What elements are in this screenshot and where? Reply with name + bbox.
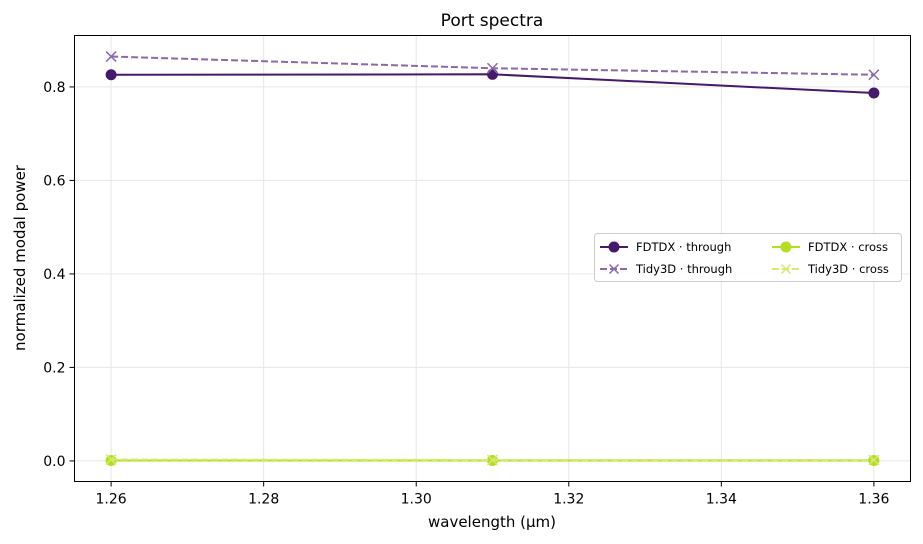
data-point	[486, 62, 499, 74]
series-4	[105, 453, 880, 466]
legend-item: FDTDX · through	[600, 240, 731, 254]
series-1	[105, 68, 880, 99]
chart-title: Port spectra	[441, 11, 544, 31]
legend-label: FDTDX · through	[636, 240, 731, 254]
data-point	[868, 454, 880, 466]
legend-label: Tidy3D · cross	[807, 262, 889, 276]
data-point-stroke	[486, 454, 499, 466]
data-point	[868, 69, 880, 81]
data-point	[105, 69, 117, 81]
legend-box	[594, 233, 902, 282]
legend-marker	[780, 241, 792, 253]
legend-marker-stroke	[780, 263, 792, 275]
plot-frame	[74, 35, 911, 482]
x-axis: 1.26 1.28 1.30 1.32 1.34 1.36	[96, 481, 890, 508]
y-tick-label: 0.0	[43, 454, 65, 470]
series-2	[105, 51, 880, 81]
data-point-stroke	[105, 453, 117, 466]
x-tick-label: 1.32	[553, 492, 584, 508]
legend-marker	[608, 263, 620, 275]
legend: FDTDX · through Tidy3D · through FDTDX · c…	[594, 233, 902, 282]
y-tick-label: 0.4	[43, 267, 65, 283]
x-tick-label: 1.30	[401, 492, 432, 508]
legend-item: Tidy3D · cross	[772, 262, 889, 276]
data-point	[486, 454, 499, 466]
series-layer	[105, 51, 880, 466]
x-tick-label: 1.28	[248, 492, 279, 508]
data-point	[105, 51, 117, 63]
legend-item: FDTDX · cross	[772, 240, 888, 254]
data-point	[868, 87, 880, 99]
data-point-stroke	[868, 454, 880, 466]
y-tick-label: 0.2	[43, 360, 65, 376]
x-tick-label: 1.26	[96, 492, 127, 508]
y-axis: 0.0 0.2 0.4 0.6 0.8	[43, 80, 75, 470]
data-point	[105, 453, 117, 466]
data-point-stroke	[868, 69, 880, 81]
legend-marker	[780, 263, 792, 275]
legend-marker-stroke	[608, 263, 620, 275]
y-axis-label: normalized modal power	[11, 164, 29, 351]
y-tick-label: 0.6	[43, 173, 65, 189]
legend-label: FDTDX · cross	[808, 240, 888, 254]
legend-item: Tidy3D · through	[600, 262, 732, 276]
data-point-stroke	[486, 62, 499, 74]
y-tick-label: 0.8	[43, 80, 65, 96]
legend-marker	[608, 241, 620, 253]
x-tick-label: 1.34	[706, 492, 737, 508]
x-tick-label: 1.36	[858, 492, 889, 508]
data-point-stroke	[105, 51, 117, 63]
data-point	[487, 68, 498, 80]
x-axis-label: wavelength (µm)	[428, 513, 556, 531]
legend-label: Tidy3D · through	[635, 262, 732, 276]
